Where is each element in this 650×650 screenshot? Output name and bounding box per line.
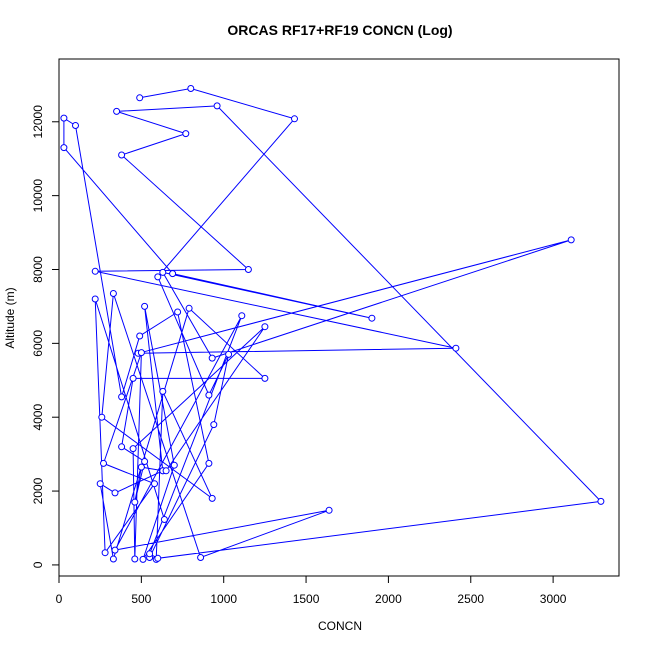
data-point bbox=[187, 85, 195, 92]
data-point bbox=[141, 458, 149, 465]
y-axis: 0 2000 4000 6000 8000 10000 12000 bbox=[31, 105, 60, 568]
data-point bbox=[91, 295, 99, 303]
data-point bbox=[261, 374, 269, 382]
data-point bbox=[101, 549, 109, 557]
x-tick-label: 500 bbox=[131, 592, 151, 606]
data-point bbox=[159, 268, 167, 276]
y-tick-label: 6000 bbox=[31, 330, 45, 357]
data-point bbox=[136, 332, 144, 340]
plot-area bbox=[58, 58, 620, 577]
data-point bbox=[154, 554, 162, 562]
data-point bbox=[131, 498, 139, 506]
data-point bbox=[368, 314, 376, 322]
data-point bbox=[225, 350, 233, 358]
data-point bbox=[205, 391, 213, 399]
data-point bbox=[597, 497, 605, 505]
data-point bbox=[238, 312, 246, 320]
data-point bbox=[98, 413, 106, 421]
data-point bbox=[129, 445, 137, 453]
data-point bbox=[205, 459, 213, 467]
x-tick-label: 2000 bbox=[375, 592, 402, 606]
data-point bbox=[182, 130, 190, 138]
data-point bbox=[109, 555, 117, 563]
plot-frame bbox=[58, 58, 620, 577]
data-point bbox=[100, 459, 107, 467]
data-point bbox=[151, 480, 158, 488]
data-point bbox=[244, 266, 252, 273]
data-point bbox=[325, 506, 333, 514]
data-point bbox=[118, 393, 126, 401]
data-point bbox=[291, 115, 298, 123]
chart-title: ORCAS RF17+RF19 CONCN (Log) bbox=[227, 22, 452, 38]
x-axis-label: CONCN bbox=[318, 619, 362, 633]
data-point bbox=[567, 236, 575, 244]
data-point bbox=[170, 461, 178, 469]
x-tick-label: 1500 bbox=[293, 592, 320, 606]
data-point bbox=[118, 443, 126, 451]
data-point bbox=[72, 122, 79, 129]
data-point bbox=[185, 304, 193, 312]
x-tick-label: 3000 bbox=[540, 592, 567, 606]
markers bbox=[60, 85, 605, 563]
data-point bbox=[136, 94, 144, 102]
data-point bbox=[113, 107, 121, 115]
x-axis: 0 500 1000 1500 2000 2500 3000 bbox=[56, 575, 567, 606]
data-point bbox=[129, 374, 137, 382]
x-tick-label: 1000 bbox=[210, 592, 237, 606]
data-point bbox=[210, 421, 218, 429]
data-point bbox=[137, 349, 145, 357]
data-point bbox=[91, 267, 99, 275]
data-point bbox=[162, 467, 170, 475]
data-point bbox=[109, 290, 117, 297]
data-point bbox=[197, 554, 205, 561]
y-tick-label: 4000 bbox=[31, 404, 45, 431]
data-point bbox=[452, 344, 460, 352]
series-line bbox=[63, 87, 602, 561]
data-point bbox=[208, 354, 216, 362]
y-tick-label: 12000 bbox=[31, 105, 45, 139]
y-tick-label: 10000 bbox=[31, 179, 45, 213]
data-point bbox=[96, 480, 104, 488]
x-tick-label: 0 bbox=[56, 592, 63, 606]
data-point bbox=[160, 516, 168, 523]
y-axis-label: Altitude (m) bbox=[3, 287, 17, 348]
y-tick-label: 0 bbox=[31, 561, 45, 568]
data-point bbox=[111, 546, 119, 554]
data-point bbox=[118, 151, 126, 159]
data-point bbox=[139, 555, 147, 563]
data-point bbox=[261, 323, 269, 331]
x-tick-label: 2500 bbox=[457, 592, 484, 606]
data-point bbox=[111, 489, 119, 497]
data-point bbox=[154, 273, 162, 281]
data-point bbox=[208, 494, 216, 502]
data-point bbox=[60, 144, 68, 152]
y-tick-label: 2000 bbox=[31, 477, 45, 504]
data-point bbox=[60, 114, 68, 122]
data-point bbox=[169, 270, 177, 278]
data-point bbox=[146, 550, 154, 558]
y-tick-label: 8000 bbox=[31, 256, 45, 283]
data-point bbox=[141, 302, 149, 310]
data-point bbox=[213, 102, 221, 110]
data-point bbox=[174, 308, 182, 316]
data-point bbox=[137, 463, 145, 471]
data-point bbox=[159, 387, 167, 395]
data-point bbox=[131, 555, 139, 563]
